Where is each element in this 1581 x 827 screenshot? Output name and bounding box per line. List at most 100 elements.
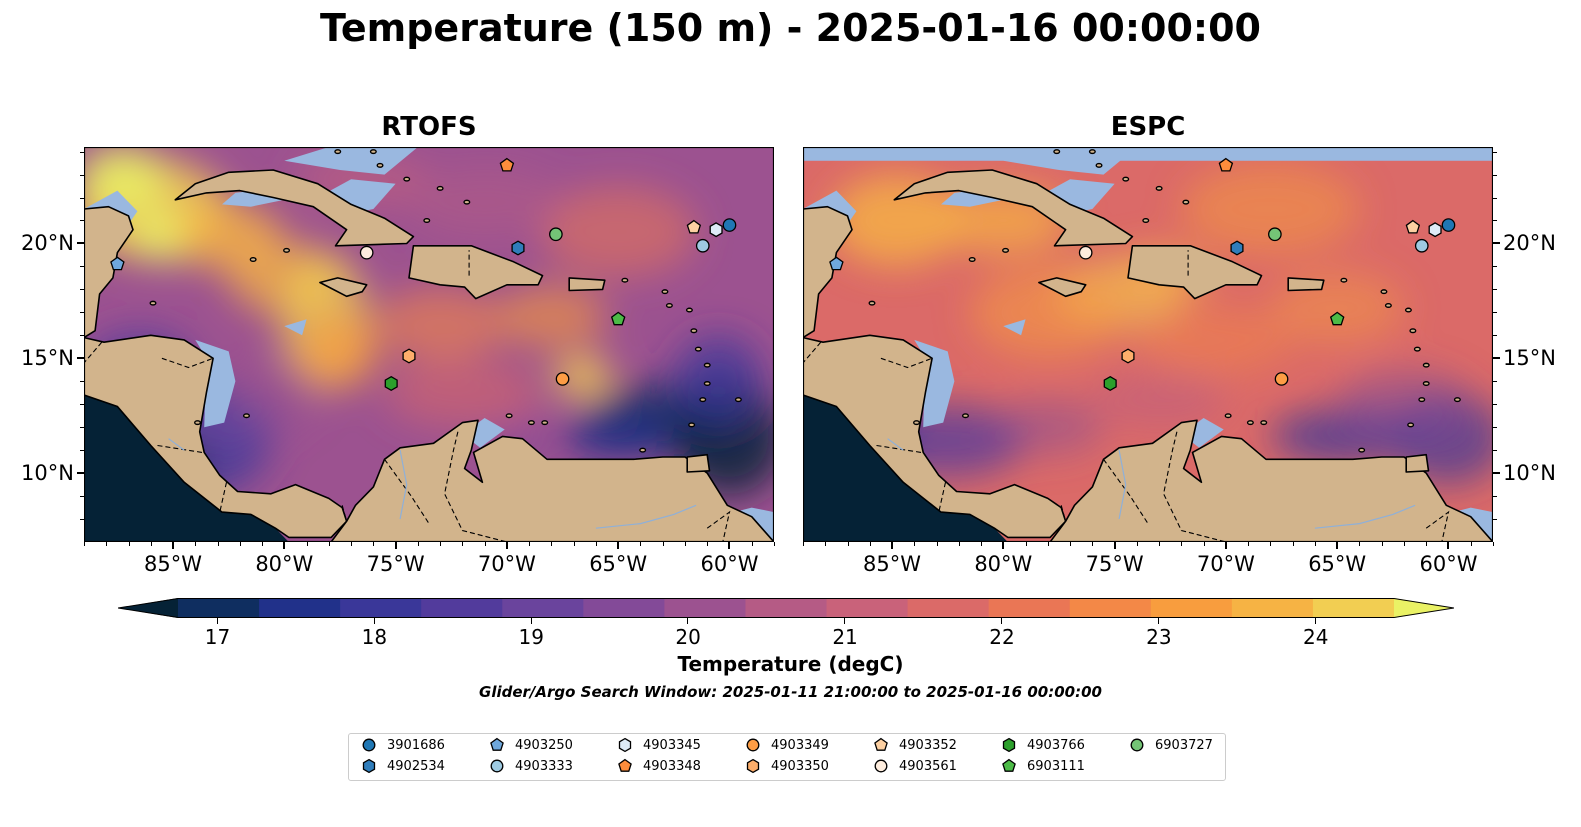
colorbar-bin	[178, 598, 260, 618]
x-minor-tick	[1203, 542, 1205, 546]
x-tick-label: 70°W	[1196, 552, 1255, 576]
x-tick	[1447, 542, 1450, 549]
small-island	[242, 413, 250, 419]
x-tick	[1224, 542, 1227, 549]
small-island	[661, 289, 669, 295]
colorbar-tick	[216, 618, 218, 624]
x-minor-tick	[1047, 542, 1049, 546]
legend-marker	[490, 759, 504, 773]
legend-marker-circle-icon	[490, 759, 504, 773]
x-minor-tick	[640, 542, 642, 546]
x-minor-tick	[1403, 542, 1405, 546]
legend-label: 4903349	[771, 737, 829, 753]
river	[399, 449, 408, 520]
colorbar-tick	[1158, 618, 1160, 624]
land-yucatan	[803, 147, 853, 339]
x-minor-tick	[981, 542, 983, 546]
legend-marker-hexagon-icon	[1002, 737, 1016, 753]
colorbar-tick	[1315, 618, 1317, 624]
y-minor-tick	[1493, 381, 1497, 383]
colorbar-bin	[1069, 598, 1152, 618]
y-minor-tick	[80, 335, 84, 337]
land-jamaica	[1038, 277, 1087, 298]
x-tick-label: 60°W	[700, 552, 759, 576]
country-border	[341, 505, 348, 522]
small-island	[1122, 176, 1130, 182]
colorbar-tick	[687, 618, 689, 624]
y-minor-tick	[80, 450, 84, 452]
float-marker-4903345	[709, 222, 723, 238]
colorbar-bin	[259, 598, 341, 618]
legend-item: 4903349	[745, 737, 829, 753]
x-minor-tick	[1292, 542, 1294, 546]
colorbar-bin	[421, 598, 503, 618]
small-island	[505, 413, 513, 419]
x-minor-tick	[1181, 542, 1183, 546]
shallow-shelf	[914, 339, 955, 428]
colorbar-bin	[583, 598, 665, 618]
y-tick-label: 15°N	[1503, 346, 1556, 371]
map-panel-espc	[803, 147, 1493, 542]
x-tick-label: 75°W	[1085, 552, 1144, 576]
country-border	[880, 357, 933, 369]
legend-item: 4902534	[361, 758, 445, 774]
legend-marker	[618, 758, 632, 772]
small-island	[694, 346, 702, 352]
river	[887, 438, 904, 451]
y-minor-tick	[80, 404, 84, 406]
river	[1314, 504, 1416, 529]
land-trinidad	[686, 453, 711, 473]
legend-marker	[1002, 758, 1016, 772]
map-panel-rtofs	[84, 147, 774, 542]
small-island	[1002, 247, 1010, 253]
y-minor-tick	[1493, 266, 1497, 268]
legend-label: 4903333	[515, 758, 573, 774]
y-minor-tick	[1493, 312, 1497, 314]
x-minor-tick	[106, 542, 108, 546]
legend-label: 4903561	[899, 758, 957, 774]
colorbar-bin	[1231, 598, 1314, 618]
x-minor-tick	[825, 542, 827, 546]
legend-item: 3901686	[361, 737, 445, 753]
legend-marker-hexagon-icon	[362, 758, 376, 774]
float-marker-6903727	[549, 227, 563, 242]
float-marker-4903250	[110, 256, 125, 271]
small-island	[685, 307, 693, 313]
land-central	[803, 334, 1067, 539]
y-minor-tick	[1493, 450, 1497, 452]
panel-title-espc: ESPC	[1110, 112, 1186, 142]
land-puertorico	[1287, 277, 1325, 292]
map-svg	[84, 147, 774, 542]
legend-item: 4903352	[873, 737, 957, 753]
land-southam	[330, 419, 774, 542]
colorbar-bin	[664, 598, 746, 618]
country-border	[1163, 431, 1227, 542]
legend-label: 6903111	[1027, 758, 1085, 774]
small-island	[369, 149, 377, 155]
legend-item: 4903250	[489, 737, 573, 753]
float-marker-4903352	[686, 219, 702, 234]
y-minor-tick	[1493, 289, 1497, 291]
legend-marker-circle-icon	[362, 738, 376, 752]
colorbar-bin	[988, 598, 1071, 618]
country-border	[161, 357, 214, 369]
y-minor-tick	[80, 496, 84, 498]
x-minor-tick	[1025, 542, 1027, 546]
legend-label: 4902534	[387, 758, 445, 774]
float-marker-4903348	[499, 157, 515, 172]
float-marker-4903250	[829, 256, 844, 271]
small-island	[1155, 185, 1163, 191]
float-marker-4903345	[1428, 222, 1442, 238]
small-island	[1413, 346, 1421, 352]
y-tick-label: 15°N	[21, 346, 74, 371]
x-minor-tick	[684, 542, 686, 546]
float-marker-4902534	[1230, 240, 1244, 256]
small-island	[913, 420, 921, 426]
small-island	[868, 300, 876, 306]
x-minor-tick	[1359, 542, 1361, 546]
x-minor-tick	[529, 542, 531, 546]
colorbar-tick-label: 24	[1303, 625, 1329, 649]
float-marker-4903561	[1078, 245, 1093, 260]
y-tick	[1493, 357, 1500, 360]
colorbar-tick-label: 22	[989, 625, 1015, 649]
